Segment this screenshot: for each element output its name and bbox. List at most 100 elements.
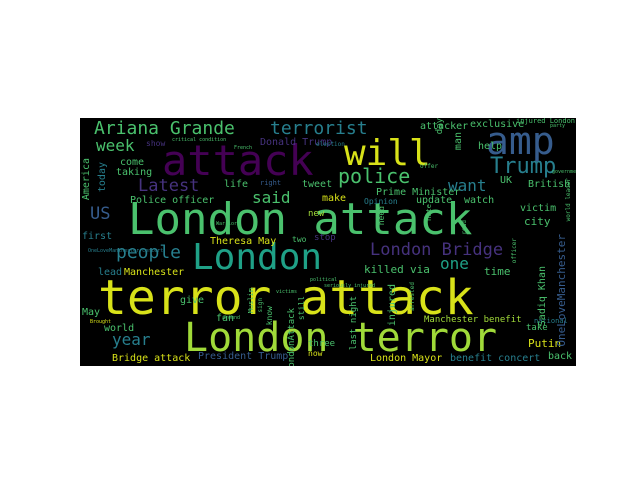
word-said: said [252,188,291,207]
word-two: two [292,235,307,244]
word-theresa-may: Theresa May [210,236,277,247]
word-benefit-concert: benefit concert [450,353,541,364]
word-new: new [308,209,325,219]
word-london-bridge: London Bridge [370,240,504,260]
word-government: government [552,169,576,175]
word-cloud: terror attack London attack London terro… [80,118,576,366]
word-life: life [224,179,249,190]
word-donald-trump: Donald Trump [260,137,333,148]
word-sadiq-khan: Sadiq Khan [537,266,548,327]
word-london-mayor: London Mayor [370,353,443,364]
word-onelovemanchester: OneLoveManchester [555,234,568,347]
word-attack: attack [162,136,314,185]
word-killed: killed [364,263,404,276]
word-stop: stop [314,233,336,243]
word-warriors: Warriors [216,221,241,227]
word-america: America [81,158,92,201]
word-make: make [322,193,347,204]
word-ariana-grande: Ariana Grande [94,118,235,139]
word-around: around [222,315,241,321]
word-olmc: OneLoveManchester concert [88,248,164,254]
word-french: French [234,145,253,151]
word-election: election [316,141,345,148]
word-first: first [82,231,113,242]
word-injured-london: injured London [516,118,576,125]
word-time: time [484,265,511,278]
word-manchester: Manchester [124,267,185,278]
word-arrest: arrested [409,282,416,311]
word-london-terror: London terror [184,315,498,361]
word-victims: victims [276,289,298,295]
word-three: three [308,339,336,349]
word-update: update [416,195,453,206]
word-sign: sign [257,298,264,313]
word-amp: amp [486,119,555,163]
word-tweet: tweet [302,179,333,190]
word-police: police [338,164,411,188]
word-putin: Putin [528,337,562,350]
word-may: May [82,307,101,318]
word-seriously-injured: seriously injured [324,283,376,289]
word-political: political [310,277,338,283]
word-week: week [96,136,135,155]
word-latest: Latest [138,176,200,196]
word-british: British [528,179,571,190]
word-party: party [550,123,566,129]
word-day: day [435,118,445,135]
word-police-officer: Police officer [130,195,215,206]
word-injured: injured [387,284,398,327]
word-will: will [344,133,431,174]
word-fan: fan [216,313,235,324]
word-need: need [377,206,386,226]
word-last-night: last night [349,296,359,351]
word-help: help [478,141,503,152]
word-london: London [192,237,323,278]
word-us: US [90,204,111,224]
word-london-attack: London attack [128,194,473,245]
word-prime-minister: Prime Minister [376,187,461,198]
word-national: national [534,317,568,325]
word-give: give [180,295,205,306]
word-one: one [440,254,469,273]
word-bridge-attack: Bridge attack [112,353,191,364]
word-manchester-benefit: Manchester benefit [424,315,522,325]
word-year: year [112,330,151,349]
word-via: via [410,263,430,276]
word-want: want [448,176,487,195]
word-critical: critical condition [172,137,227,143]
word-muslim: Muslim [247,288,255,314]
word-city: city [524,215,551,228]
word-taking: taking [116,167,153,178]
word-londonattack: LondonAttack [287,308,297,366]
word-read: read [461,220,468,235]
word-come: come [120,157,145,168]
word-today: today [97,162,108,193]
word-watch: watch [464,195,495,206]
word-back: back [548,351,573,362]
word-now: now [308,349,323,358]
word-still: still [297,296,306,321]
word-uk: UK [500,175,513,186]
word-right: right [260,179,282,187]
word-take: take [526,323,548,333]
word-people: people [116,242,182,263]
word-officer: officer [511,238,518,264]
word-man: man [453,132,464,151]
word-know: know [265,306,274,326]
word-world-leader: world leader [565,178,572,222]
word-attacker: attacker [420,121,469,132]
word-exclusive: exclusive [470,119,525,130]
word-brought: Brought [90,319,112,325]
word-trump: Trump [490,154,557,179]
word-show: show [146,139,166,148]
word-terrorist: terrorist [270,118,368,139]
word-offer: offer [420,163,439,170]
word-president-trump: President Trump [198,351,289,362]
word-terror-attack: terror attack [98,270,474,326]
word-lead: lead [98,267,123,278]
word-world: world [104,323,135,334]
word-victim: victim [520,203,557,214]
word-opinion: Opinion [364,197,398,206]
word-hate: hate [425,204,433,221]
